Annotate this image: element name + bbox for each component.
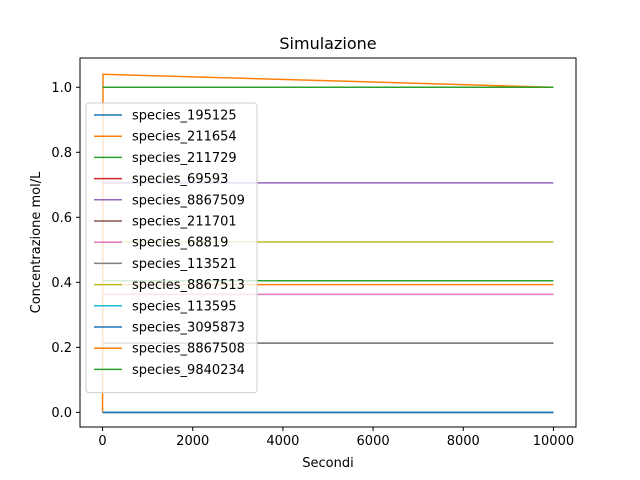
x-tick-label: 4000 bbox=[266, 434, 299, 449]
legend-label-10: species_3095873 bbox=[132, 321, 245, 336]
chart-title: Simulazione bbox=[279, 34, 376, 53]
legend-label-7: species_113521 bbox=[132, 257, 237, 272]
legend-label-1: species_211654 bbox=[132, 130, 237, 145]
legend-label-6: species_68819 bbox=[132, 236, 228, 251]
legend-label-9: species_113595 bbox=[132, 299, 237, 314]
y-tick-label: 0.8 bbox=[51, 146, 72, 161]
legend-label-11: species_8867508 bbox=[132, 342, 245, 357]
legend-label-8: species_8867513 bbox=[132, 278, 245, 293]
legend-label-12: species_9840234 bbox=[132, 363, 245, 378]
ticks-layer: 0 2000 4000 6000 8000 10000 0.0 0.2 0.4 0.6 0.8 1.0 bbox=[51, 81, 574, 449]
legend-label-5: species_211701 bbox=[132, 215, 237, 230]
legend-label-3: species_69593 bbox=[132, 172, 228, 187]
y-tick-label: 0.4 bbox=[51, 276, 72, 291]
y-axis-label: Concentrazione mol/L bbox=[29, 171, 44, 313]
legend: species_195125 species_211654 species_2117… bbox=[85, 102, 258, 394]
x-tick-label: 6000 bbox=[357, 434, 390, 449]
y-tick-label: 0.2 bbox=[51, 341, 72, 356]
plot-frame bbox=[79, 57, 577, 428]
legend-label-4: species_8867509 bbox=[132, 193, 245, 208]
x-tick-label: 2000 bbox=[176, 434, 209, 449]
x-tick-label: 10000 bbox=[533, 434, 574, 449]
x-tick-label: 8000 bbox=[447, 434, 480, 449]
legend-label-0: species_195125 bbox=[132, 109, 237, 124]
legend-box bbox=[85, 102, 258, 394]
x-tick-label: 0 bbox=[98, 434, 106, 449]
y-tick-label: 0.6 bbox=[51, 211, 72, 226]
y-tick-label: 1.0 bbox=[51, 81, 72, 96]
y-tick-label: 0.0 bbox=[51, 406, 72, 421]
legend-label-2: species_211729 bbox=[132, 151, 237, 166]
x-axis-label: Secondi bbox=[302, 456, 353, 471]
